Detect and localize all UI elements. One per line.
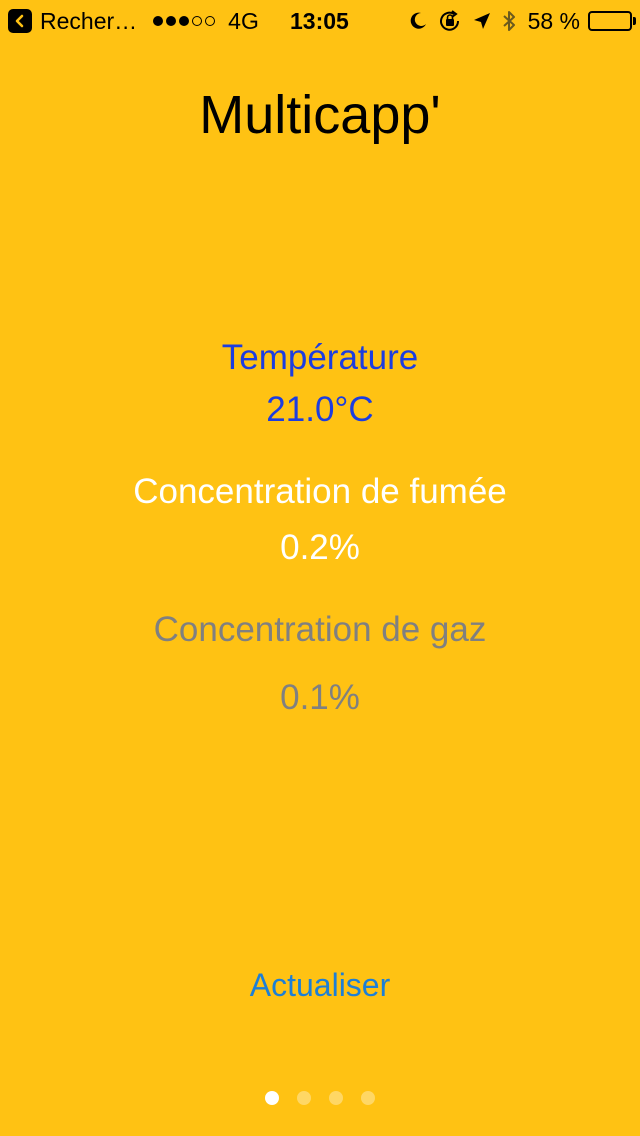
back-app-label[interactable]: Recher… xyxy=(40,7,138,34)
smoke-concentration-label: Concentration de fumée xyxy=(133,472,507,511)
temperature-value: 21.0°C xyxy=(266,390,374,429)
signal-dot xyxy=(179,16,190,26)
temperature-label: Température xyxy=(221,338,419,377)
page-control[interactable] xyxy=(0,1091,640,1105)
signal-dot xyxy=(205,16,216,26)
signal-strength-icon xyxy=(153,16,218,26)
page-dot[interactable] xyxy=(265,1091,279,1105)
status-time: 13:05 xyxy=(290,8,349,34)
app-title: Multicapp' xyxy=(199,85,441,145)
bluetooth-icon xyxy=(502,11,515,31)
status-bar-right: 58 % xyxy=(398,7,636,35)
page-dot[interactable] xyxy=(329,1091,343,1105)
page-dot[interactable] xyxy=(297,1091,311,1105)
smoke-concentration-value: 0.2% xyxy=(280,528,360,567)
page-dot[interactable] xyxy=(361,1091,375,1105)
orientation-lock-icon xyxy=(439,10,459,31)
signal-dot xyxy=(153,16,164,26)
gas-concentration-value: 0.1% xyxy=(280,678,360,717)
gas-concentration-label: Concentration de gaz xyxy=(153,610,487,649)
battery-percent: 58 % xyxy=(527,7,580,34)
back-arrow-icon[interactable] xyxy=(8,9,32,33)
moon-icon xyxy=(410,12,426,29)
refresh-button[interactable]: Actualiser xyxy=(249,967,391,1003)
network-type: 4G xyxy=(228,7,259,34)
signal-dot xyxy=(192,16,203,26)
location-arrow-icon xyxy=(473,13,490,29)
battery-icon xyxy=(588,11,636,31)
status-bar-left[interactable]: Recher… 4G xyxy=(8,7,259,35)
signal-dot xyxy=(166,16,177,26)
status-bar: Recher… 4G 13:05 58 % xyxy=(0,0,640,40)
